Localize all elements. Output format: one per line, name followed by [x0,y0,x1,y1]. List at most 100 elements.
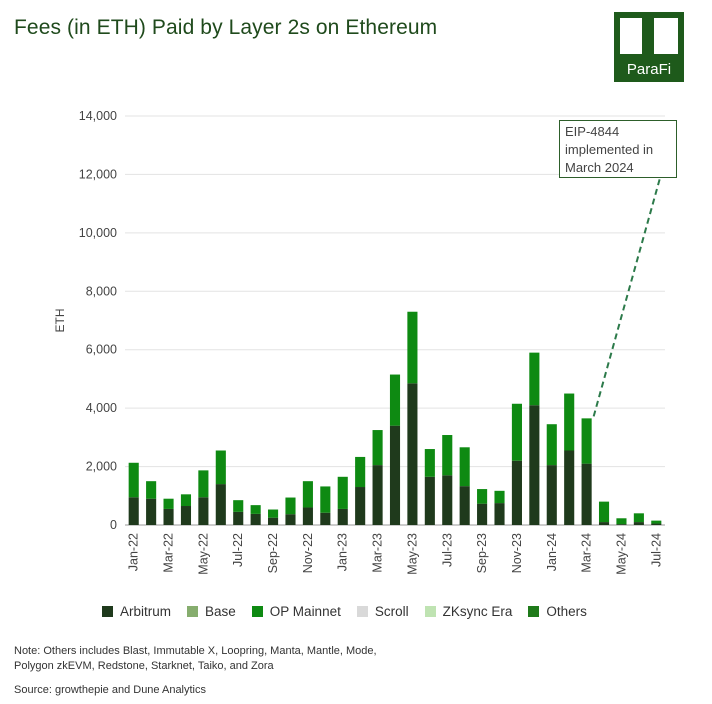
bar-arbitrum [233,511,244,525]
x-tick-label: May-23 [405,533,419,575]
x-tick-label: Jan-24 [545,533,559,571]
logo-mark-icon [620,18,678,54]
bar-op-mainnet [180,494,192,507]
x-tick-label: Nov-22 [301,533,315,573]
bar-arbitrum [180,506,192,525]
bar-op-mainnet [163,498,174,509]
bar-arbitrum [651,523,662,525]
bar-arbitrum [268,517,279,525]
bar-arbitrum [163,508,174,525]
source-text: Source: growthepie and Dune Analytics [14,684,207,696]
note-line-2: Polygon zkEVM, Redstone, Starknet, Taiko… [14,660,274,672]
bar-op-mainnet [407,311,418,384]
bar-op-mainnet [511,403,522,461]
annotation-connector [592,177,661,417]
bar-arbitrum [633,522,644,525]
legend-label: Scroll [374,604,409,619]
legend-label: ZKsync Era [442,604,513,619]
legend-swatch [251,606,263,617]
bar-arbitrum [581,463,592,525]
bar-arbitrum [372,465,383,525]
legend-item: Base [187,604,236,619]
bar-op-mainnet [285,497,296,515]
x-tick-label: Mar-23 [371,533,385,573]
chart-canvas: 0 2,000 4,000 6,000 8,000 10,000 12,000 14,000 E… [53,109,665,575]
legend-label: OP Mainnet [269,604,341,619]
x-tick-label: Jul-24 [649,533,663,567]
bar-op-mainnet [302,481,313,508]
bar-op-mainnet [146,481,157,499]
bar-arbitrum [355,487,366,525]
y-tick-label: 10,000 [79,226,117,240]
legend-swatch [528,606,540,617]
bar-arbitrum [198,497,209,525]
bar-arbitrum [477,503,488,525]
bar-arbitrum [302,507,313,525]
bar-op-mainnet [546,424,557,466]
y-tick-label: 2,000 [86,460,117,474]
bar-arbitrum [407,383,418,525]
legend-label: Arbitrum [120,604,172,619]
y-tick-label: 6,000 [86,343,117,357]
x-tick-label: Nov-23 [510,533,524,573]
bar-op-mainnet [633,513,644,523]
bar-op-mainnet [320,486,331,513]
bar-arbitrum [546,465,557,525]
x-tick-label: Jul-23 [440,533,454,567]
bar-op-mainnet [215,450,226,485]
bar-arbitrum [494,503,505,525]
logo-text: ParaFi [626,61,672,78]
chart-title: Fees (in ETH) Paid by Layer 2s on Ethere… [14,16,438,39]
bar-op-mainnet [477,489,488,504]
x-tick-label: Mar-24 [580,533,594,573]
bar-op-mainnet [494,490,505,504]
annotation-line-1: EIP-4844 [565,124,620,139]
bar-arbitrum [146,498,157,525]
bar-op-mainnet [581,418,592,464]
bar-op-mainnet [198,470,209,498]
bar-arbitrum [616,524,627,525]
bar-op-mainnet [598,501,610,523]
bar-op-mainnet [459,447,470,487]
bar-arbitrum [564,450,575,525]
note-line-1: Note: Others includes Blast, Immutable X… [14,645,377,657]
y-tick-label: 8,000 [86,284,117,298]
legend-label: Others [546,604,587,619]
bar-op-mainnet [442,435,453,476]
bar-arbitrum [285,514,296,525]
legend-item: ZKsync Era [424,604,513,619]
x-tick-label: Sep-22 [266,533,280,573]
bar-arbitrum [389,425,401,525]
legend-swatch [102,606,113,617]
y-tick-label: 0 [110,518,117,532]
bar-op-mainnet [128,462,139,498]
bar-arbitrum [442,475,453,525]
bar-arbitrum [511,460,522,525]
annotation-line-2: implemented in [565,142,654,157]
bar-arbitrum [337,508,348,525]
legend-label: Base [205,604,236,619]
bar-op-mainnet [268,509,279,518]
chart-legend: Arbitrum Base OP Mainnet Scroll ZKsync Era Ot… [102,604,587,619]
bar-op-mainnet [651,520,662,524]
x-tick-label: Jul-22 [231,533,245,567]
y-tick-label: 4,000 [86,401,117,415]
bar-op-mainnet [424,449,435,477]
legend-swatch [424,606,436,617]
y-tick-label: 14,000 [79,109,117,123]
bar-op-mainnet [355,456,366,488]
x-tick-label: May-24 [614,533,628,575]
x-tick-label: May-22 [196,533,210,575]
x-tick-label: Jan-23 [336,533,350,571]
bar-arbitrum [424,476,435,525]
y-tick-label: 12,000 [79,167,117,181]
bar-arbitrum [250,513,261,525]
bar-op-mainnet [372,430,383,466]
x-tick-label: Mar-22 [162,533,176,573]
parafi-logo: ParaFi [614,12,684,82]
legend-swatch [356,606,368,617]
legend-swatch [187,606,199,617]
legend-item: Others [528,604,587,619]
annotation-line-3: March 2024 [565,160,634,175]
bar-op-mainnet [250,505,261,514]
